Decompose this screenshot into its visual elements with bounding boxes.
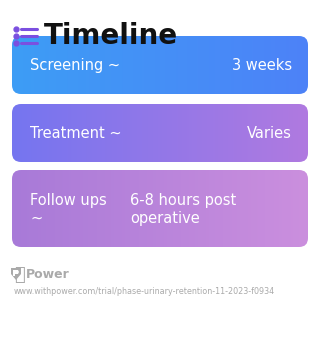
FancyBboxPatch shape <box>12 170 308 247</box>
Text: Varies: Varies <box>247 126 292 141</box>
FancyBboxPatch shape <box>12 104 308 162</box>
Text: Follow ups: Follow ups <box>30 193 107 208</box>
Text: Timeline: Timeline <box>44 22 178 50</box>
Text: operative: operative <box>130 211 200 226</box>
FancyBboxPatch shape <box>12 36 308 94</box>
Text: ~: ~ <box>30 211 42 226</box>
Polygon shape <box>11 268 21 280</box>
Text: www.withpower.com/trial/phase-urinary-retention-11-2023-f0934: www.withpower.com/trial/phase-urinary-re… <box>14 288 275 296</box>
Text: ␧: ␧ <box>14 266 25 284</box>
Text: Treatment ~: Treatment ~ <box>30 126 122 141</box>
Polygon shape <box>13 270 19 276</box>
Text: 3 weeks: 3 weeks <box>232 58 292 73</box>
Text: Power: Power <box>26 269 70 281</box>
Text: Screening ~: Screening ~ <box>30 58 120 73</box>
Text: 6-8 hours post: 6-8 hours post <box>130 193 236 208</box>
